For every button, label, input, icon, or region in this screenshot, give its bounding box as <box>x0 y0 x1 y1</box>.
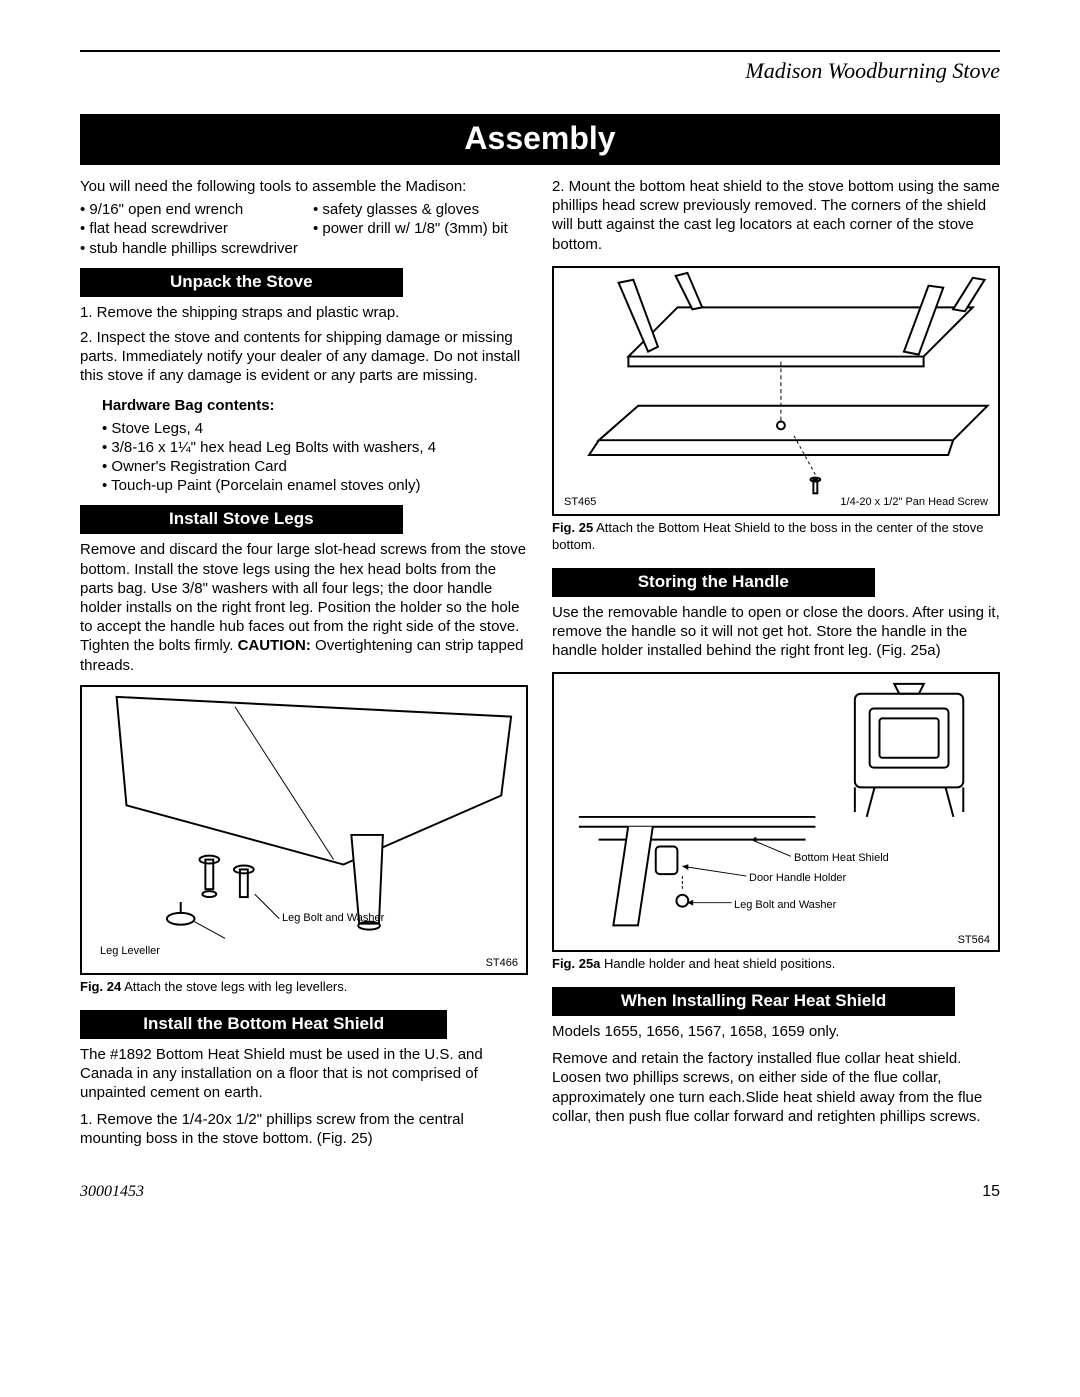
footer-docnum: 30001453 <box>80 1183 144 1201</box>
rear-models: Models 1655, 1656, 1567, 1658, 1659 only… <box>552 1022 1000 1041</box>
left-column: You will need the following tools to ass… <box>80 177 528 1153</box>
legs-text: Remove and discard the four large slot-h… <box>80 540 528 674</box>
two-column-layout: You will need the following tools to ass… <box>80 177 1000 1153</box>
header-rule <box>80 50 1000 52</box>
handle-text: Use the removable handle to open or clos… <box>552 603 1000 661</box>
section-legs: Install Stove Legs <box>80 505 403 534</box>
product-title: Madison Woodburning Stove <box>80 58 1000 84</box>
fig25-caption-bold: Fig. 25 <box>552 520 593 535</box>
fig25-svg <box>554 268 998 514</box>
fig24-label-leveller: Leg Leveller <box>100 945 160 957</box>
tool-item: • safety glasses & gloves <box>313 200 528 219</box>
tool-item: • power drill w/ 1/8" (3mm) bit <box>313 219 528 238</box>
fig24-caption-rest: Attach the stove legs with leg levellers… <box>121 979 347 994</box>
bhs-step1: 1. Remove the 1/4-20x 1/2" phillips scre… <box>80 1110 528 1148</box>
fig25a-label-legbolt: Leg Bolt and Washer <box>734 899 836 911</box>
fig24-svg <box>82 687 526 973</box>
fig25a-code: ST564 <box>958 934 990 946</box>
hardware-item: • 3/8-16 x 1¼" hex head Leg Bolts with w… <box>102 438 528 457</box>
hardware-label: Hardware Bag contents: <box>102 396 528 415</box>
right-column: 2. Mount the bottom heat shield to the s… <box>552 177 1000 1153</box>
figure-25a: Bottom Heat Shield Door Handle Holder Le… <box>552 672 1000 952</box>
section-handle: Storing the Handle <box>552 568 875 597</box>
hardware-item: • Stove Legs, 4 <box>102 419 528 438</box>
unpack-step2: 2. Inspect the stove and contents for sh… <box>80 328 528 386</box>
figure-24: Leg Bolt and Washer Leg Leveller ST466 <box>80 685 528 975</box>
figure-25: ST465 1/4-20 x 1/2" Pan Head Screw <box>552 266 1000 516</box>
section-rear: When Installing Rear Heat Shield <box>552 987 955 1016</box>
tools-intro: You will need the following tools to ass… <box>80 177 528 196</box>
hardware-item: • Owner's Registration Card <box>102 457 528 476</box>
fig25a-caption-rest: Handle holder and heat shield positions. <box>600 956 835 971</box>
fig25-code: ST465 <box>564 496 596 508</box>
hardware-block: Hardware Bag contents: • Stove Legs, 4 •… <box>80 396 528 496</box>
fig24-code: ST466 <box>486 957 518 969</box>
tools-list: • 9/16" open end wrench • safety glasses… <box>80 200 528 258</box>
fig25a-caption-bold: Fig. 25a <box>552 956 600 971</box>
fig25-caption-rest: Attach the Bottom Heat Shield to the bos… <box>552 520 983 552</box>
tool-item: • 9/16" open end wrench <box>80 200 313 219</box>
fig24-caption-bold: Fig. 24 <box>80 979 121 994</box>
section-unpack: Unpack the Stove <box>80 268 403 297</box>
fig25a-caption: Fig. 25a Handle holder and heat shield p… <box>552 956 1000 973</box>
right-step2: 2. Mount the bottom heat shield to the s… <box>552 177 1000 254</box>
unpack-step2-text: 2. Inspect the stove and contents for sh… <box>80 329 520 384</box>
rear-text: Remove and retain the factory installed … <box>552 1049 1000 1126</box>
fig25-screw-label: 1/4-20 x 1/2" Pan Head Screw <box>840 496 988 508</box>
unpack-step1: 1. Remove the shipping straps and plasti… <box>80 303 528 322</box>
page-footer: 30001453 15 <box>80 1183 1000 1201</box>
footer-pagenum: 15 <box>982 1183 1000 1201</box>
tool-item: • flat head screwdriver <box>80 219 313 238</box>
fig25a-label-bhs: Bottom Heat Shield <box>794 852 889 864</box>
fig25a-label-holder: Door Handle Holder <box>749 872 846 884</box>
fig24-caption: Fig. 24 Attach the stove legs with leg l… <box>80 979 528 996</box>
fig25-caption: Fig. 25 Attach the Bottom Heat Shield to… <box>552 520 1000 554</box>
section-bhs: Install the Bottom Heat Shield <box>80 1010 447 1039</box>
fig24-label-legbolt: Leg Bolt and Washer <box>282 912 384 924</box>
hardware-item: • Touch-up Paint (Porcelain enamel stove… <box>102 476 528 495</box>
bhs-para1: The #1892 Bottom Heat Shield must be use… <box>80 1045 528 1103</box>
tool-item: • stub handle phillips screwdriver <box>80 239 528 258</box>
legs-caution: CAUTION: <box>238 637 311 654</box>
main-banner: Assembly <box>80 114 1000 165</box>
